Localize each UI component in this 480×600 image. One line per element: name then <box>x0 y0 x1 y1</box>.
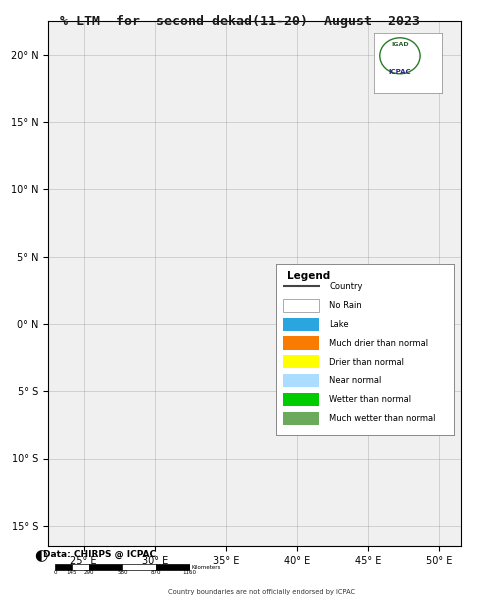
Text: 1160: 1160 <box>182 571 197 575</box>
Text: Kilometers: Kilometers <box>192 565 221 570</box>
Text: No Rain: No Rain <box>329 301 362 310</box>
Text: Country: Country <box>329 283 363 292</box>
FancyBboxPatch shape <box>283 355 319 368</box>
Text: ◐: ◐ <box>34 548 48 563</box>
Text: 870: 870 <box>151 571 161 575</box>
Text: Near normal: Near normal <box>329 376 382 385</box>
Text: IGAD: IGAD <box>391 43 409 47</box>
FancyBboxPatch shape <box>283 412 319 425</box>
Bar <box>72 565 89 570</box>
Text: Drier than normal: Drier than normal <box>329 358 404 367</box>
FancyBboxPatch shape <box>283 299 319 312</box>
Bar <box>156 565 190 570</box>
Text: 580: 580 <box>117 571 128 575</box>
Bar <box>89 565 122 570</box>
Text: ICPAC: ICPAC <box>389 69 411 75</box>
Text: Wetter than normal: Wetter than normal <box>329 395 411 404</box>
Text: Much wetter than normal: Much wetter than normal <box>329 414 436 423</box>
FancyBboxPatch shape <box>283 374 319 387</box>
Text: 0: 0 <box>53 571 57 575</box>
FancyBboxPatch shape <box>283 393 319 406</box>
FancyBboxPatch shape <box>283 317 319 331</box>
Text: Lake: Lake <box>329 320 349 329</box>
Text: 145: 145 <box>67 571 77 575</box>
Bar <box>122 565 156 570</box>
FancyBboxPatch shape <box>283 337 319 349</box>
Text: Data: CHIRPS @ ICPAC: Data: CHIRPS @ ICPAC <box>43 550 156 559</box>
Text: 290: 290 <box>84 571 94 575</box>
Text: Much drier than normal: Much drier than normal <box>329 339 429 348</box>
Text: Country boundaries are not officially endorsed by ICPAC: Country boundaries are not officially en… <box>168 589 355 595</box>
Text: % LTM  for  second dekad(11-20)  August  2023: % LTM for second dekad(11-20) August 202… <box>60 15 420 28</box>
Text: Legend: Legend <box>287 271 330 281</box>
Bar <box>55 565 72 570</box>
